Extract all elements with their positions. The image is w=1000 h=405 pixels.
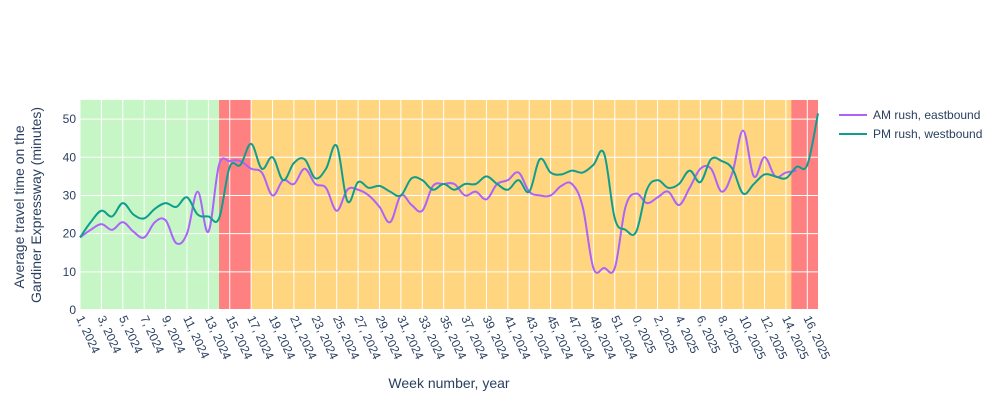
shaded-region-0: [80, 100, 220, 310]
series-line-0: [79, 129, 797, 274]
legend-label-0[interactable]: AM rush, eastbound: [873, 108, 980, 122]
y-axis-title-line-1: Average travel time on the: [11, 125, 27, 288]
series-lines: [79, 113, 819, 274]
y-tick-label: 10: [63, 265, 77, 279]
y-axis-title: Average travel time on the Gardiner Expr…: [11, 107, 44, 303]
y-tick-label: 0: [69, 303, 76, 317]
legend-label-1[interactable]: PM rush, westbound: [873, 127, 982, 141]
y-tick-label: 40: [63, 150, 77, 164]
legend[interactable]: AM rush, eastbound PM rush, westbound: [839, 108, 982, 141]
y-tick-label: 20: [63, 227, 77, 241]
y-axis-ticks: 0 10 20 30 40 50: [63, 112, 77, 317]
y-tick-label: 50: [63, 112, 77, 126]
series-line-1: [79, 113, 819, 239]
y-axis-title-line-2: Gardiner Expressway (minutes): [28, 107, 44, 303]
y-tick-label: 30: [63, 188, 77, 202]
shaded-regions: [80, 100, 818, 310]
grid-lines: [79, 100, 818, 311]
x-axis-title: Week number, year: [388, 375, 509, 391]
shaded-region-1: [219, 100, 252, 310]
